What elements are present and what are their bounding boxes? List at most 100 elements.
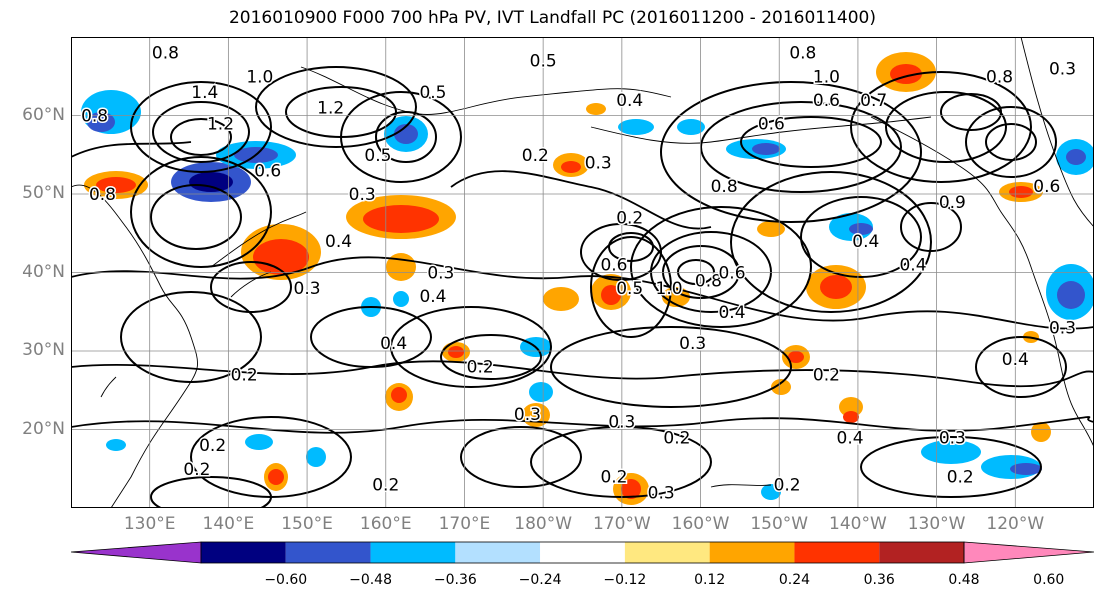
contour-label: 0.6 (758, 114, 785, 134)
pv-anomaly-patch (87, 112, 115, 132)
longitude-label: 150°E (281, 514, 333, 534)
colorbar (71, 541, 1094, 564)
longitude-label: 120°W (986, 514, 1045, 534)
ivt-contour-line (71, 360, 1094, 388)
colorbar-segment (709, 542, 795, 563)
contour-label: 0.8 (89, 185, 116, 205)
contour-label: 0.2 (663, 428, 690, 448)
pv-anomaly-patch (1057, 281, 1085, 309)
ivt-contour-line (450, 170, 712, 230)
latitude-label: 20°N (22, 418, 65, 439)
pv-anomaly-patch (586, 103, 606, 115)
longitude-label: 140°E (202, 514, 255, 534)
pv-anomaly-patch (788, 351, 804, 363)
longitude-label: 140°W (829, 514, 887, 534)
ivt-contour (580, 223, 662, 281)
ivt-contour (860, 436, 1042, 498)
contour-label: 0.3 (608, 413, 635, 433)
contour-label: 0.2 (616, 209, 643, 229)
colorbar-tick-label: 0.24 (778, 572, 811, 588)
ivt-contour (650, 231, 772, 313)
pv-anomaly-patch (1010, 463, 1042, 475)
contour-label: 1.2 (317, 99, 344, 119)
pv-anomaly-patch (543, 287, 579, 311)
colorbar-segment (540, 542, 625, 563)
longitude-label: 170°W (592, 514, 651, 534)
contour-label: 0.3 (349, 185, 376, 205)
contour-label: 0.5 (419, 83, 446, 103)
contour-label: 0.8 (711, 177, 738, 197)
pv-anomaly-patch (601, 285, 621, 305)
contour-label: 0.5 (530, 52, 557, 72)
colorbar-segment (794, 542, 880, 563)
contour-label: 1.2 (207, 114, 234, 134)
ivt-contour (660, 81, 922, 223)
contour-label: 0.3 (427, 264, 454, 284)
contour-label: 0.3 (585, 154, 612, 174)
pv-anomaly-patch (391, 387, 407, 403)
coastline (210, 211, 307, 298)
contour-label: 0.3 (679, 334, 706, 354)
pv-anomaly-patch (618, 119, 654, 135)
ivt-contour-line (71, 256, 1094, 330)
colorbar-segment (285, 542, 371, 563)
ivt-contour (550, 326, 792, 408)
pv-anomaly-patch (245, 434, 273, 450)
ivt-contour (677, 259, 715, 285)
contour-label: 0.8 (695, 271, 722, 291)
ivt-contour (170, 118, 232, 156)
contour-label: 0.2 (183, 460, 210, 480)
contour-labels: 0.81.01.41.21.20.80.60.8 0.30.50.50.50.40… (80, 42, 1078, 505)
contour-label: 0.6 (254, 161, 281, 181)
pv-anomaly-patch (561, 161, 581, 173)
ivt-contour (965, 106, 1057, 178)
colorbar-tick-label: −0.60 (264, 572, 308, 588)
pv-anomaly-patch (1031, 422, 1051, 442)
contour-label: 0.4 (899, 256, 926, 276)
coastline (710, 484, 772, 488)
colorbar-segment (879, 542, 964, 563)
contour-label: 0.9 (939, 193, 966, 213)
pv-anomaly-patch (253, 239, 309, 275)
ivt-contour (885, 91, 1007, 163)
colorbar-tick-label: −0.48 (349, 572, 392, 588)
ivt-contour (390, 306, 552, 388)
contour-label: 0.2 (372, 475, 399, 495)
ivt-contour (150, 476, 272, 508)
ivt-contour (850, 71, 1032, 183)
ivt-contour (662, 245, 740, 299)
pv-shaded-anomalies (81, 52, 1094, 505)
ivt-contour (152, 101, 250, 163)
ivt-contour (255, 66, 417, 148)
pv-anomaly-patch (752, 143, 780, 155)
contour-label: 0.3 (1049, 318, 1076, 338)
contour-label: 1.0 (813, 67, 840, 87)
coastline (300, 66, 672, 115)
pv-anomaly-patch (189, 172, 233, 192)
latitude-label: 30°N (22, 340, 65, 360)
longitude-label: 130°E (123, 514, 176, 534)
contour-label: 0.4 (380, 334, 407, 354)
pv-anomaly-patch (771, 379, 791, 395)
coastline (71, 184, 198, 508)
ivt-contour (440, 334, 542, 380)
ivt-contour (130, 156, 272, 268)
contour-label: 0.2 (813, 366, 840, 386)
coastlines (71, 37, 1094, 508)
latitude-label: 40°N (22, 261, 65, 282)
contour-label: 0.3 (648, 483, 675, 503)
pv-anomaly-patch (448, 346, 464, 358)
contour-label: 0.7 (860, 91, 887, 111)
pv-anomaly-patch (677, 119, 705, 135)
ivt-contour (730, 171, 932, 313)
coastline (100, 376, 117, 398)
contour-label: 0.4 (837, 428, 864, 448)
pv-anomaly-patch (621, 479, 641, 499)
ivt-contour (630, 206, 812, 328)
ivt-contours (71, 66, 1094, 508)
ivt-contour (210, 261, 292, 313)
graticule (71, 37, 1094, 508)
pv-anomaly-patch (386, 253, 416, 281)
contour-label: 0.5 (616, 279, 643, 299)
pv-anomaly-patch (1009, 186, 1033, 198)
